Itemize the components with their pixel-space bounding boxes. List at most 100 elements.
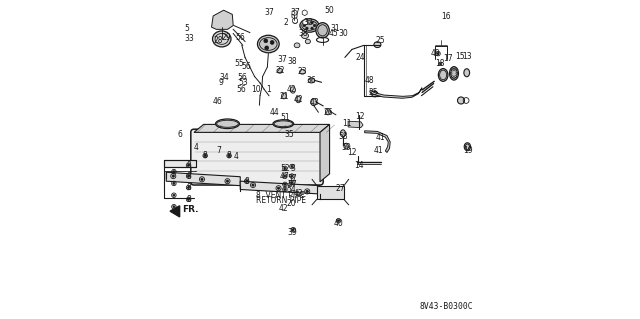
Circle shape — [294, 15, 296, 17]
Circle shape — [291, 166, 293, 167]
Ellipse shape — [257, 35, 279, 53]
Text: 39: 39 — [288, 228, 298, 237]
Text: 52: 52 — [281, 164, 291, 173]
Circle shape — [284, 183, 286, 185]
Circle shape — [173, 171, 175, 173]
Polygon shape — [292, 13, 297, 19]
Ellipse shape — [212, 31, 231, 47]
Text: 37: 37 — [291, 8, 300, 17]
Circle shape — [291, 182, 293, 183]
Polygon shape — [348, 121, 363, 128]
Polygon shape — [212, 10, 233, 29]
Text: 8: 8 — [203, 151, 207, 160]
Ellipse shape — [300, 70, 305, 74]
Text: FR.: FR. — [182, 205, 198, 214]
Text: 20: 20 — [287, 199, 296, 208]
Text: 13: 13 — [463, 52, 472, 61]
Text: 8: 8 — [186, 183, 191, 192]
Circle shape — [292, 229, 294, 231]
Text: 42: 42 — [278, 204, 288, 213]
Circle shape — [284, 189, 286, 190]
Text: 6: 6 — [178, 130, 182, 139]
Circle shape — [306, 190, 308, 193]
Polygon shape — [303, 19, 308, 25]
Ellipse shape — [458, 97, 465, 104]
Circle shape — [204, 155, 206, 157]
Text: 5: 5 — [184, 24, 189, 33]
Text: 21: 21 — [280, 92, 289, 101]
Circle shape — [188, 164, 189, 166]
Ellipse shape — [300, 19, 319, 32]
Polygon shape — [370, 88, 422, 98]
Text: 41: 41 — [373, 146, 383, 155]
Text: 57: 57 — [288, 180, 298, 189]
Text: 10: 10 — [251, 85, 260, 94]
Polygon shape — [317, 186, 344, 199]
Text: 1: 1 — [266, 85, 271, 94]
Ellipse shape — [301, 33, 308, 39]
Ellipse shape — [316, 23, 329, 38]
Circle shape — [291, 175, 293, 177]
Text: 16: 16 — [441, 12, 451, 21]
Circle shape — [303, 24, 306, 27]
Text: 46: 46 — [212, 97, 222, 106]
Circle shape — [306, 27, 308, 30]
Text: 25: 25 — [376, 36, 385, 45]
Text: 28: 28 — [214, 36, 223, 45]
Circle shape — [201, 178, 203, 181]
Text: 12: 12 — [347, 148, 356, 157]
Text: 18: 18 — [435, 59, 444, 68]
Ellipse shape — [291, 87, 296, 93]
FancyBboxPatch shape — [191, 129, 323, 185]
Text: 37: 37 — [264, 8, 274, 17]
Text: 40: 40 — [333, 219, 344, 228]
Text: 9: 9 — [219, 78, 223, 87]
Text: 42: 42 — [294, 189, 303, 198]
Text: 57: 57 — [288, 174, 298, 182]
Ellipse shape — [372, 92, 378, 97]
Circle shape — [277, 187, 280, 189]
Text: 2: 2 — [284, 18, 289, 27]
Ellipse shape — [282, 93, 286, 99]
Ellipse shape — [305, 39, 310, 44]
Ellipse shape — [308, 78, 315, 83]
Text: 33: 33 — [184, 34, 194, 43]
Text: 25: 25 — [369, 88, 378, 97]
Circle shape — [252, 184, 254, 186]
Text: 53: 53 — [238, 78, 248, 87]
Circle shape — [173, 182, 175, 184]
Text: 50: 50 — [324, 6, 334, 15]
Text: 44: 44 — [270, 108, 280, 117]
Polygon shape — [194, 124, 330, 132]
Polygon shape — [164, 160, 196, 167]
Text: 41: 41 — [375, 133, 385, 142]
Text: 8: 8 — [186, 172, 191, 181]
Text: 56: 56 — [236, 33, 245, 42]
Text: 19: 19 — [463, 146, 473, 155]
Text: 58: 58 — [338, 132, 348, 141]
Circle shape — [173, 194, 175, 196]
Ellipse shape — [311, 99, 317, 106]
Text: 4: 4 — [194, 143, 198, 152]
Circle shape — [311, 27, 314, 30]
Ellipse shape — [216, 119, 239, 129]
Text: 42: 42 — [287, 85, 297, 94]
Text: 38: 38 — [299, 29, 308, 38]
Text: 23: 23 — [298, 67, 307, 76]
Circle shape — [264, 39, 268, 43]
Text: 8: 8 — [227, 151, 232, 160]
Polygon shape — [320, 124, 330, 182]
Text: 8: 8 — [186, 161, 191, 170]
Text: 3: 3 — [291, 164, 296, 173]
Text: 47: 47 — [280, 172, 289, 181]
Polygon shape — [292, 18, 298, 24]
Text: 59: 59 — [341, 143, 351, 152]
Polygon shape — [365, 131, 390, 152]
Circle shape — [188, 198, 189, 200]
Ellipse shape — [374, 42, 381, 48]
Circle shape — [306, 21, 308, 24]
Circle shape — [437, 53, 439, 55]
Circle shape — [294, 21, 296, 23]
Text: 8  VENT PIPE: 8 VENT PIPE — [256, 191, 305, 200]
Text: 22: 22 — [275, 66, 285, 75]
